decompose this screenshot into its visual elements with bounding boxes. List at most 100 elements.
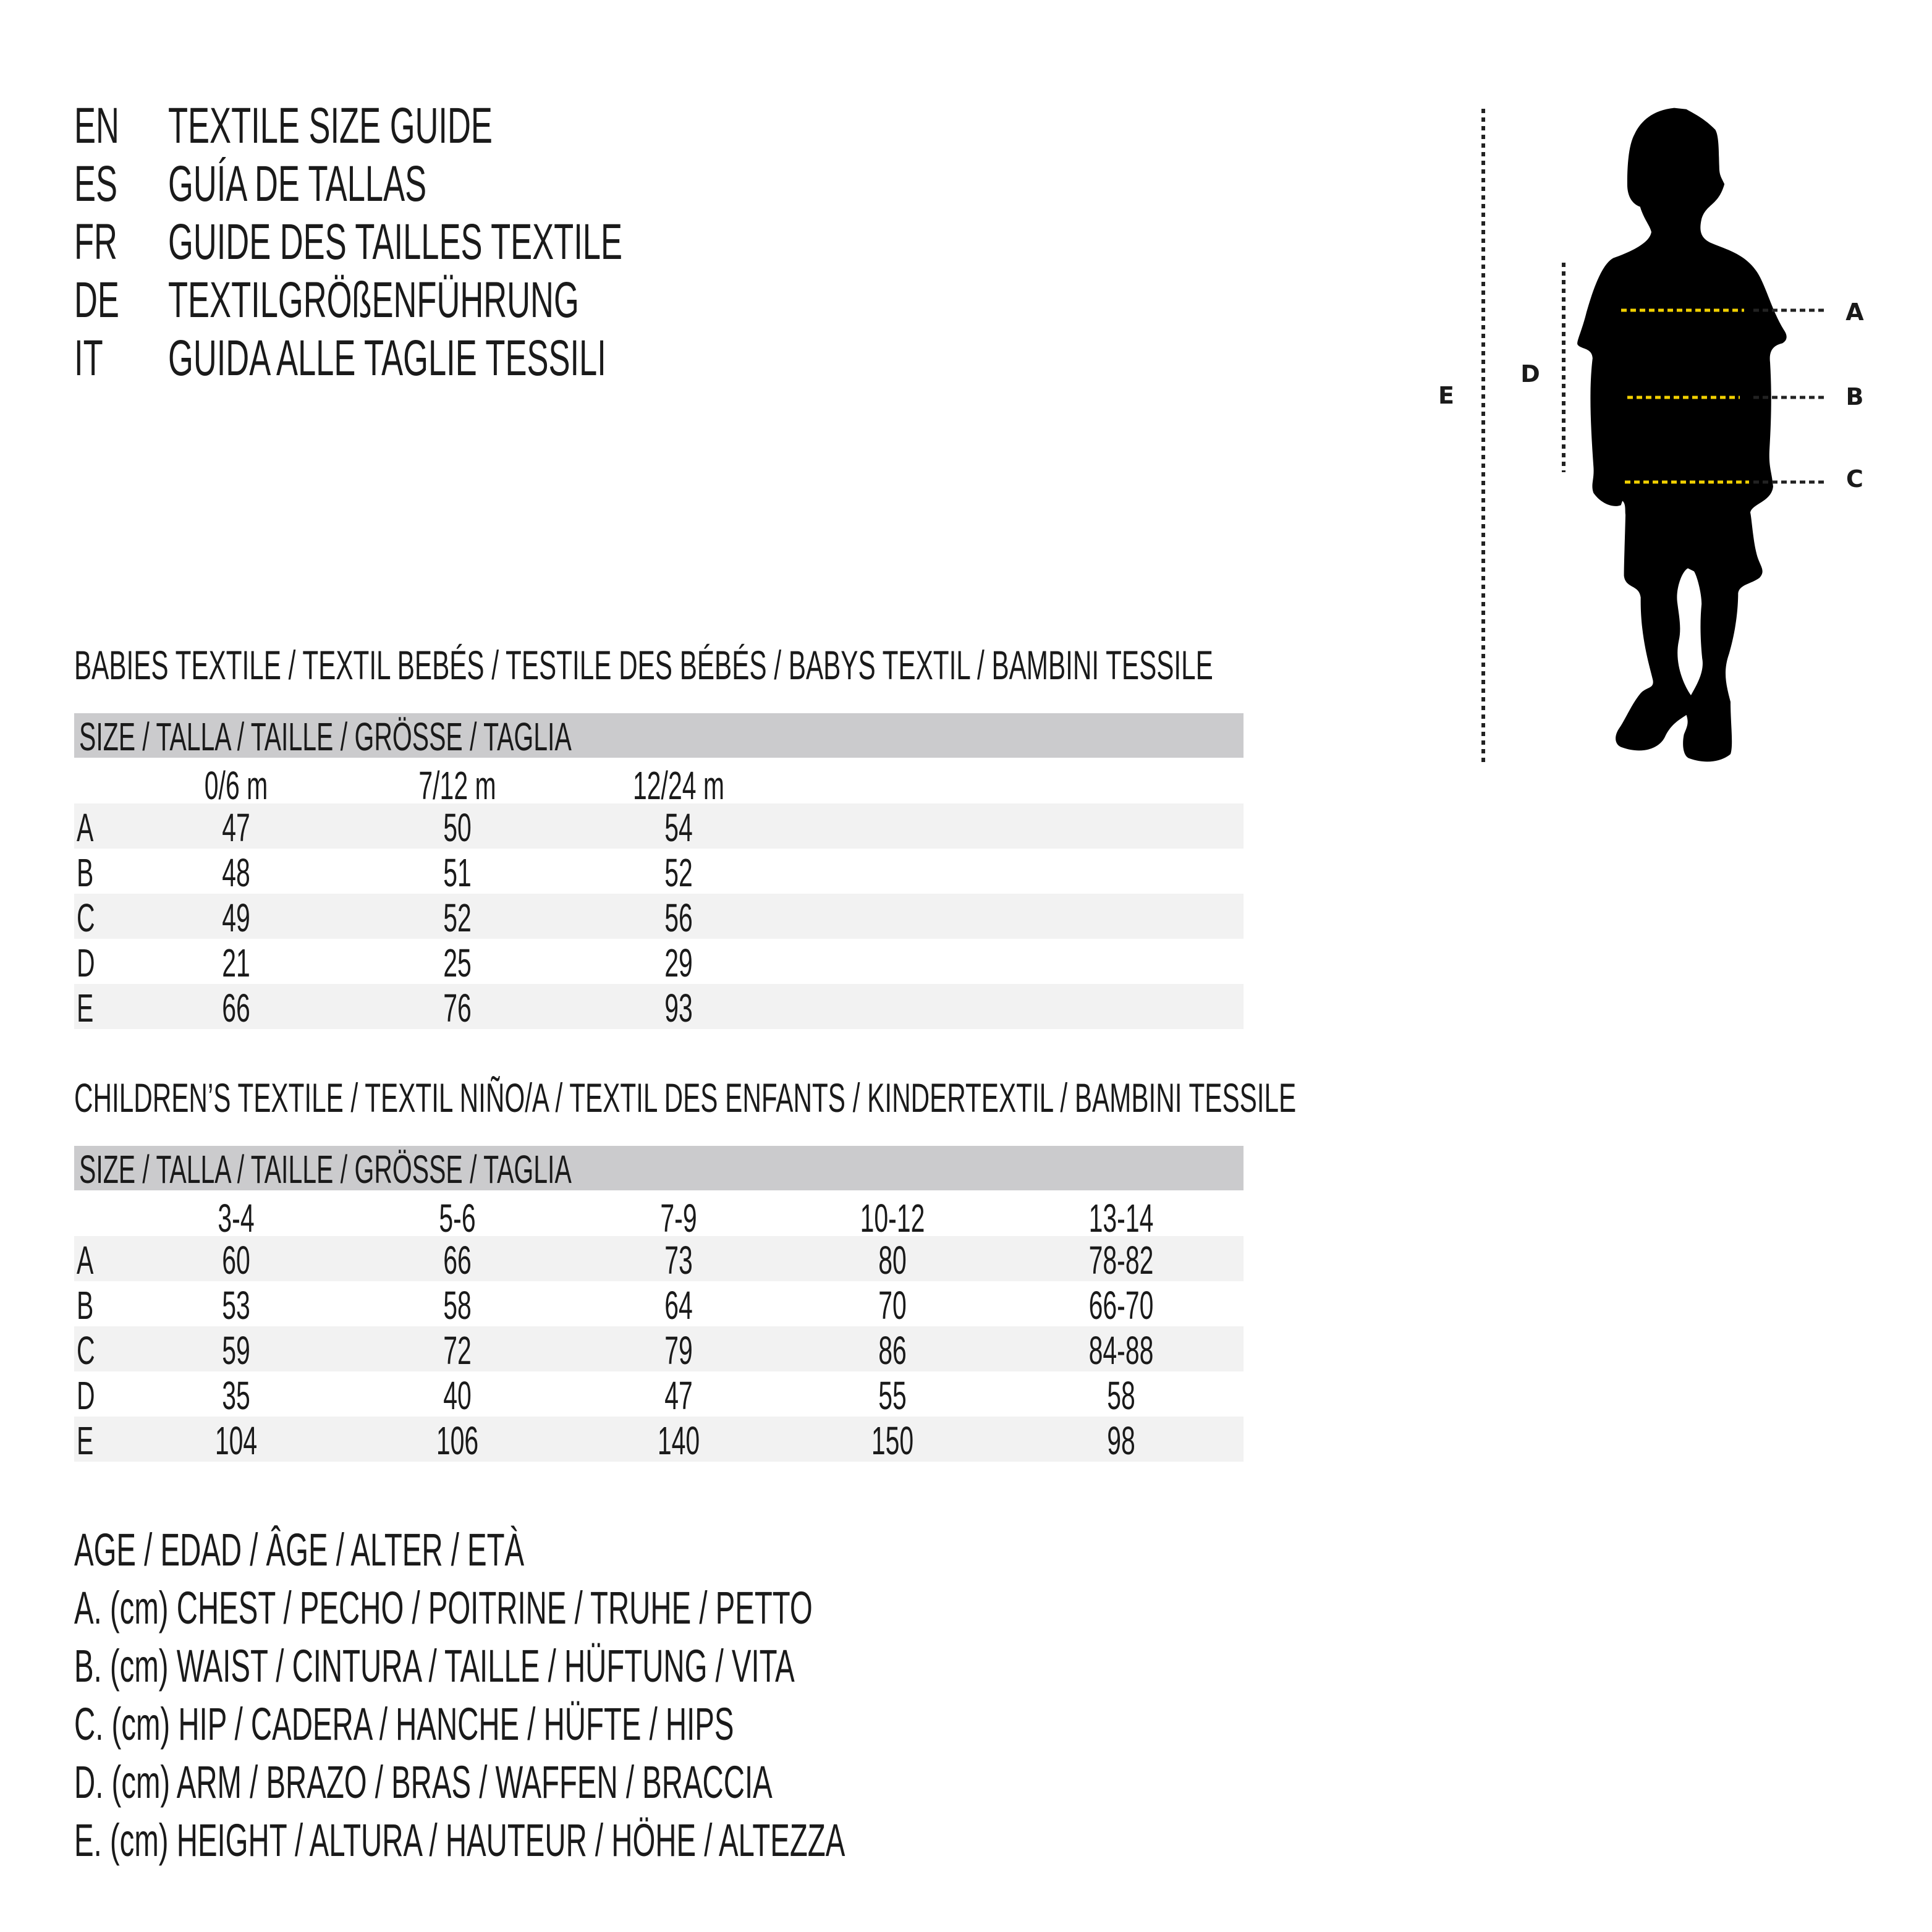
table-cell: 54 (664, 805, 693, 850)
lang-code: FR (74, 214, 117, 270)
table-cell: 21 (222, 941, 250, 985)
table-cell: 66 (222, 986, 250, 1030)
table-cell: 52 (443, 896, 472, 940)
label-e: E (1438, 382, 1454, 409)
table-row: B 48 51 52 (74, 849, 1244, 895)
title-text: TEXTILGRÖßENFÜHRUNG (168, 272, 579, 328)
table-cell: 52 (664, 850, 693, 895)
table-row: D 21 25 29 (74, 939, 1244, 985)
legend-hip: C. (cm) HIP / CADERA / HANCHE / HÜFTE / … (74, 1698, 734, 1750)
row-label: C (77, 1328, 95, 1373)
table-row: E 66 76 93 (74, 984, 1244, 1030)
table-cell: 106 (436, 1418, 479, 1463)
table-cell: 53 (222, 1283, 250, 1328)
title-text: GUIDA ALLE TAGLIE TESSILI (168, 330, 606, 386)
table-cell: 150 (871, 1418, 914, 1463)
row-label: E (77, 1418, 94, 1463)
table-cell: 66-70 (1088, 1283, 1154, 1328)
column-header: 10-12 (860, 1196, 925, 1240)
legend-arm: D. (cm) ARM / BRAZO / BRAS / WAFFEN / BR… (74, 1756, 773, 1808)
table-cell: 58 (1107, 1373, 1135, 1418)
lang-code: EN (74, 98, 119, 154)
column-header: 5-6 (439, 1196, 476, 1240)
table-cell: 40 (443, 1373, 472, 1418)
table-cell: 55 (878, 1373, 907, 1418)
table-cell: 48 (222, 850, 250, 895)
table-row: C 49 52 56 (74, 894, 1244, 940)
size-header: SIZE / TALLA / TAILLE / GRÖSSE / TAGLIA (79, 714, 572, 759)
table-cell: 29 (664, 941, 693, 985)
table-cell: 76 (443, 986, 472, 1030)
legend-age: AGE / EDAD / ÂGE / ALTER / ETÀ (74, 1524, 525, 1575)
table-cell: 73 (664, 1238, 693, 1282)
size-header-bar: SIZE / TALLA / TAILLE / GRÖSSE / TAGLIA (74, 713, 1244, 759)
legend-chest: A. (cm) CHEST / PECHO / POITRINE / TRUHE… (74, 1582, 813, 1633)
row-label: B (77, 850, 94, 895)
row-label: E (77, 986, 94, 1030)
row-label: C (77, 896, 95, 940)
legend-height: E. (cm) HEIGHT / ALTURA / HAUTEUR / HÖHE… (74, 1815, 845, 1866)
table-row: B 53 58 64 70 66-70 (74, 1281, 1244, 1328)
table-cell: 104 (214, 1418, 258, 1463)
child-silhouette-icon (1577, 108, 1787, 762)
title-text: GUÍA DE TALLAS (168, 156, 427, 212)
column-header: 7/12 m (418, 763, 496, 808)
table-cell: 79 (664, 1328, 693, 1373)
table-cell: 47 (222, 805, 250, 850)
column-header: 12/24 m (633, 763, 724, 808)
children-heading: CHILDREN’S TEXTILE / TEXTIL NIÑO/A / TEX… (74, 1075, 1297, 1121)
row-label: D (77, 941, 95, 985)
table-cell: 72 (443, 1328, 472, 1373)
title-text: GUIDE DES TAILLES TEXTILE (168, 214, 622, 270)
column-header-row: 3-4 5-6 7-9 10-12 13-14 (74, 1194, 1244, 1240)
column-header: 3-4 (218, 1196, 255, 1240)
row-label: D (77, 1373, 95, 1418)
table-cell: 80 (878, 1238, 907, 1282)
lang-code: IT (74, 330, 103, 386)
table-cell: 25 (443, 941, 472, 985)
table-cell: 84-88 (1088, 1328, 1154, 1373)
label-d: D (1520, 360, 1540, 388)
table-cell: 60 (222, 1238, 250, 1282)
column-header: 0/6 m (204, 763, 268, 808)
size-header: SIZE / TALLA / TAILLE / GRÖSSE / TAGLIA (79, 1147, 572, 1192)
table-row: D 35 40 47 55 58 (74, 1371, 1244, 1418)
table-cell: 93 (664, 986, 693, 1030)
table-cell: 50 (443, 805, 472, 850)
table-cell: 66 (443, 1238, 472, 1282)
table-cell: 70 (878, 1283, 907, 1328)
lang-code: DE (74, 272, 119, 328)
table-cell: 59 (222, 1328, 250, 1373)
table-cell: 78-82 (1088, 1238, 1154, 1282)
table-cell: 86 (878, 1328, 907, 1373)
table-row: C 59 72 79 86 84-88 (74, 1326, 1244, 1373)
legend-waist: B. (cm) WAIST / CINTURA / TAILLE / HÜFTU… (74, 1640, 795, 1692)
table-row: E 104 106 140 150 98 (74, 1417, 1244, 1463)
title-text: TEXTILE SIZE GUIDE (168, 98, 493, 154)
table-cell: 58 (443, 1283, 472, 1328)
row-label: B (77, 1283, 94, 1328)
table-cell: 64 (664, 1283, 693, 1328)
table-cell: 140 (657, 1418, 700, 1463)
row-label: A (77, 1238, 94, 1282)
size-header-bar: SIZE / TALLA / TAILLE / GRÖSSE / TAGLIA (74, 1146, 1244, 1192)
column-header: 7-9 (660, 1196, 697, 1240)
label-a: A (1845, 299, 1864, 326)
column-header-row: 0/6 m 7/12 m 12/24 m (74, 761, 1244, 808)
table-cell: 47 (664, 1373, 693, 1418)
table-cell: 35 (222, 1373, 250, 1418)
column-header: 13-14 (1088, 1196, 1154, 1240)
babies-heading: BABIES TEXTILE / TEXTIL BEBÉS / TESTILE … (74, 642, 1213, 688)
table-row: A 47 50 54 (74, 803, 1244, 850)
label-c: C (1846, 465, 1863, 493)
table-cell: 49 (222, 896, 250, 940)
table-cell: 98 (1107, 1418, 1135, 1463)
table-cell: 56 (664, 896, 693, 940)
label-b: B (1845, 383, 1864, 410)
row-label: A (77, 805, 94, 850)
table-cell: 51 (443, 850, 472, 895)
lang-code: ES (74, 156, 118, 212)
table-row: A 60 66 73 80 78-82 (74, 1236, 1244, 1282)
